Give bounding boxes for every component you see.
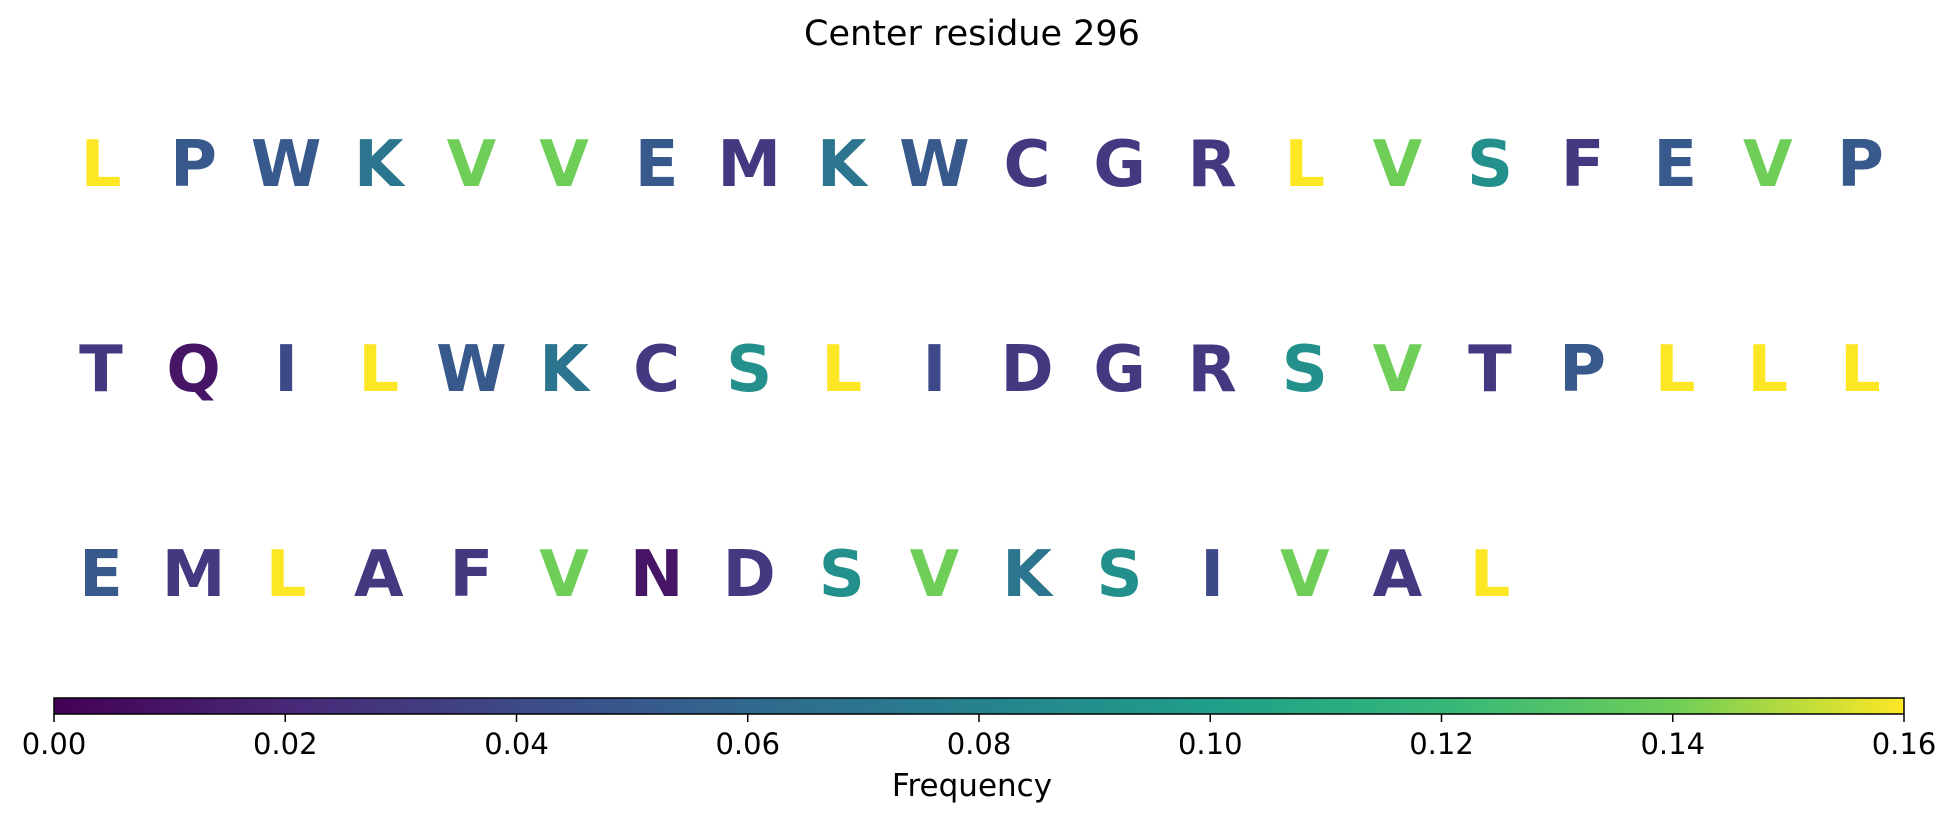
colorbar-tick-label: 0.02 [253,727,318,761]
residue-letter: Q [166,333,220,407]
residue-letter: L [1747,333,1788,407]
residue-letter: A [354,538,404,612]
residue-letter: V [1373,128,1423,202]
residue-letter: L [1470,538,1511,612]
residue-letter: S [726,333,772,407]
residue-letter: G [1093,128,1146,202]
colorbar-label: Frequency [891,768,1053,804]
colorbar-tick-label: 0.00 [22,727,87,761]
residue-letter: T [1468,333,1512,407]
residue-letter: M [717,128,781,202]
colorbar-tick-label: 0.08 [947,727,1012,761]
residue-letter: L [1655,333,1696,407]
residue-letter: G [1093,333,1146,407]
residue-letter: C [633,333,680,407]
residue-letter: E [79,538,123,612]
residue-letter: L [1840,333,1881,407]
residue-letter: K [539,333,591,407]
residue-letter: T [79,333,123,407]
residue-letter: I [922,333,946,407]
residue-letter: L [358,333,399,407]
residue-letter: R [1188,333,1237,407]
residue-letter: S [1097,538,1143,612]
residue-letter: W [899,128,970,202]
residue-letter: I [1200,538,1224,612]
residue-letter: W [251,128,322,202]
residue-letter: S [819,538,865,612]
residue-letters: L P W K V V E M K W C G R L V S F E V PT Q I L W K C S L I D G R S V T P L L L… [79,128,1884,612]
colorbar-tick-label: 0.14 [1640,727,1705,761]
residue-letter: V [910,538,960,612]
residue-letter: I [274,333,298,407]
residue-letter: P [1837,128,1884,202]
residue-letter: N [630,538,684,612]
residue-letter: S [1282,333,1328,407]
residue-letter: V [1280,538,1330,612]
residue-letter: C [1004,128,1051,202]
residue-letter: K [1002,538,1054,612]
residue-letter: L [821,333,862,407]
residue-letter: K [354,128,406,202]
residue-letter: W [436,333,507,407]
residue-letter: P [1559,333,1606,407]
residue-letter: V [447,128,497,202]
residue-letter: R [1188,128,1237,202]
residue-letter: P [170,128,217,202]
colorbar-tick-label: 0.06 [715,727,780,761]
residue-letter: K [817,128,869,202]
colorbar [53,697,1905,715]
colorbar-ticks: 0.00 0.02 0.04 0.06 0.08 0.10 0.12 0.14 0.16 [22,714,1937,761]
residue-letter: A [1373,538,1423,612]
residue-letter: V [1743,128,1793,202]
colorbar-tick-label: 0.10 [1178,727,1243,761]
residue-letter: L [81,128,122,202]
colorbar-tick-label: 0.04 [484,727,549,761]
residue-letter: D [723,538,776,612]
residue-letter: L [1284,128,1325,202]
chart-title: Center residue 296 [804,14,1140,54]
residue-letter: F [1561,128,1605,202]
residue-letter: E [635,128,679,202]
residue-letter: L [266,538,307,612]
colorbar-tick-label: 0.16 [1872,727,1937,761]
colorbar-tick-label: 0.12 [1409,727,1474,761]
residue-letter: S [1467,128,1513,202]
residue-letter: V [539,538,589,612]
residue-letter: D [1000,333,1053,407]
residue-letter: V [539,128,589,202]
residue-letter: E [1653,128,1697,202]
residue-letter: M [162,538,226,612]
residue-letter: V [1373,333,1423,407]
residue-letter: F [450,538,494,612]
